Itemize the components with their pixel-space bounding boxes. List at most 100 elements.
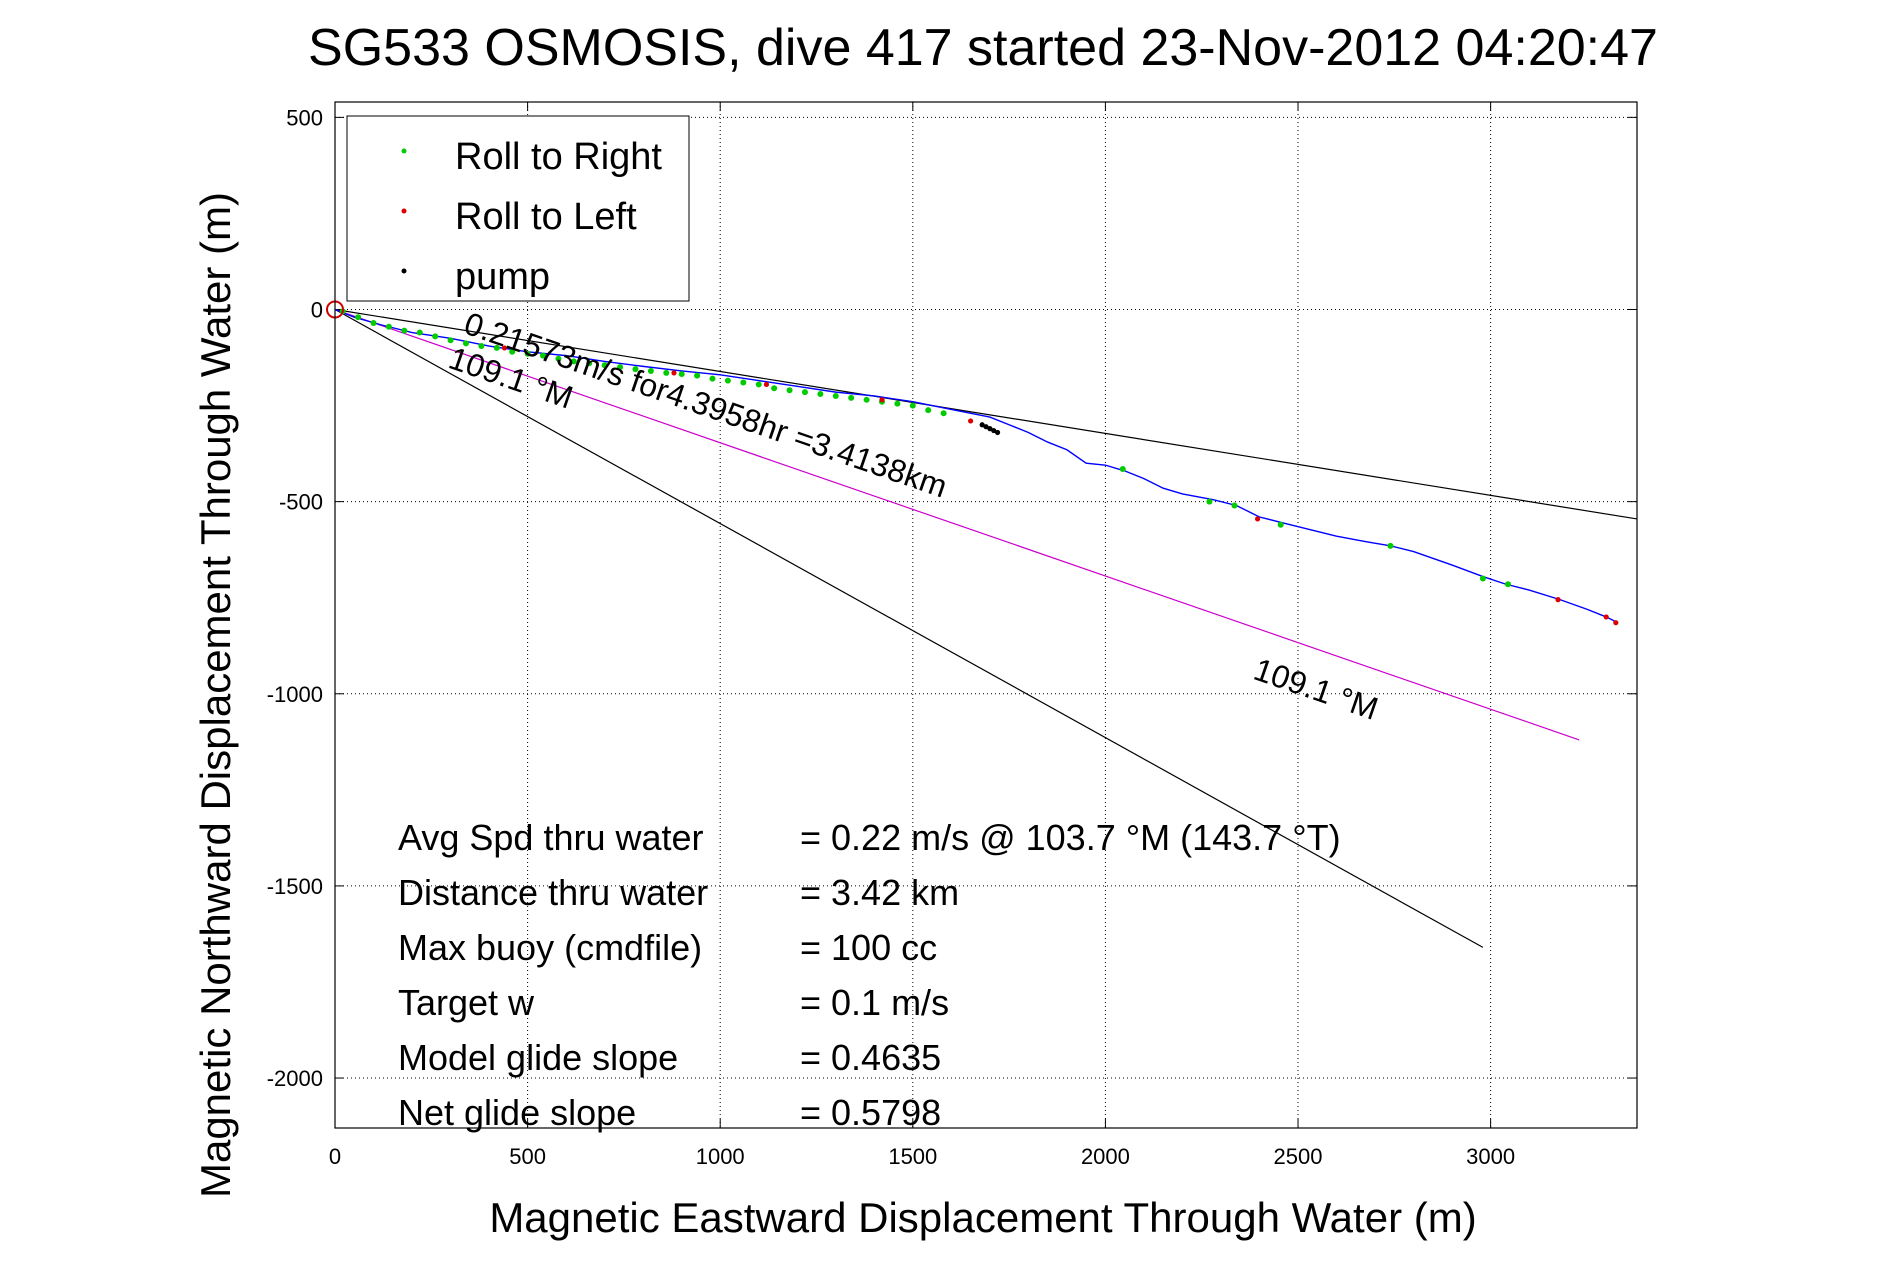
stat-value: = 3.42 km [800,872,959,913]
x-tick-label: 500 [509,1144,546,1169]
data-point [462,340,469,347]
legend-label: Roll to Left [455,196,637,238]
data-point [1613,620,1619,626]
data-point [724,377,731,384]
data-point [1206,498,1213,505]
data-point [570,358,577,365]
x-tick-label: 1500 [888,1144,937,1169]
x-tick-label: 0 [329,1144,341,1169]
y-tick-label: -2000 [267,1066,323,1091]
y-axis-label: Magnetic Northward Displacement Through … [192,192,239,1198]
x-axis-label: Magnetic Eastward Displacement Through W… [489,1194,1476,1241]
stat-value: = 0.1 m/s [800,982,949,1023]
data-point [355,314,362,321]
legend-marker [401,268,407,274]
stat-label: Net glide slope [398,1092,636,1133]
data-point [501,345,508,351]
stat-label: Target w [398,982,535,1023]
data-point [401,327,408,334]
legend-marker [401,148,407,154]
data-point [632,366,639,373]
data-point [832,392,839,399]
data-point [755,381,762,388]
data-point [1479,575,1486,582]
data-point [817,391,824,398]
stat-value: = 0.4635 [800,1037,941,1078]
data-point [1504,581,1511,588]
legend-marker [401,208,407,214]
y-tick-label: -500 [279,490,323,515]
data-point [493,344,500,351]
data-point [1254,516,1261,522]
reference-line [334,308,1580,741]
reference-line [334,308,1484,948]
data-point [540,352,547,359]
data-point [586,360,593,367]
y-tick-label: 500 [286,105,323,130]
data-point [1555,597,1561,603]
data-point [979,422,985,428]
data-point [1231,502,1238,509]
data-point [416,329,423,336]
data-point [863,396,870,403]
data-point [991,427,997,434]
data-point [1387,542,1394,549]
data-point [763,381,770,388]
data-point [370,319,377,326]
data-point [1277,521,1284,528]
data-point [601,362,608,369]
data-point [1603,614,1609,620]
y-tick-label: -1500 [267,874,323,899]
data-point [894,400,901,407]
data-point [925,407,932,414]
data-point [801,389,808,396]
x-tick-label: 2000 [1081,1144,1130,1169]
stat-label: Max buoy (cmdfile) [398,927,702,968]
data-point [478,343,485,350]
legend-label: pump [455,256,550,298]
data-point [432,333,439,340]
data-point [1119,465,1126,472]
stat-label: Model glide slope [398,1037,678,1078]
data-point [909,402,916,409]
data-point [447,337,454,344]
data-point [509,348,516,355]
data-point [671,370,677,376]
data-point [848,394,855,401]
x-tick-label: 1000 [696,1144,745,1169]
plot-frame [334,101,1638,1129]
data-point [771,385,778,392]
data-point [967,418,974,424]
y-tick-label: 0 [311,298,323,323]
y-tick-label: -1000 [267,682,323,707]
legend-label: Roll to Right [455,136,662,178]
data-point [555,355,562,362]
data-point [994,429,1001,436]
reference-line [334,308,1638,520]
x-tick-label: 3000 [1466,1144,1515,1169]
stat-label: Distance thru water [398,872,708,913]
data-point [617,364,624,371]
data-point [663,369,670,376]
x-tick-label: 2500 [1274,1144,1323,1169]
data-point [524,350,531,357]
stat-value: = 100 cc [800,927,937,968]
data-point [385,323,392,330]
track-line [334,308,1619,624]
data-point [940,410,947,417]
data-point [709,375,716,382]
data-point [786,387,793,394]
data-point [983,424,989,430]
stat-value: = 0.5798 [800,1092,941,1133]
data-point [740,379,747,386]
data-point [879,397,885,403]
plot-area: 0 500 1000 1500 2000 2500 3000 500 0 -500 -1000 -15… [267,101,1638,1169]
data-point [987,426,993,432]
stat-label: Avg Spd thru water [398,817,704,858]
data-point [694,372,701,379]
stat-value: = 0.22 m/s @ 103.7 °M (143.7 °T) [800,817,1341,858]
data-point [647,367,654,374]
chart-title: SG533 OSMOSIS, dive 417 started 23-Nov-2… [308,19,1658,77]
data-point [678,371,685,378]
